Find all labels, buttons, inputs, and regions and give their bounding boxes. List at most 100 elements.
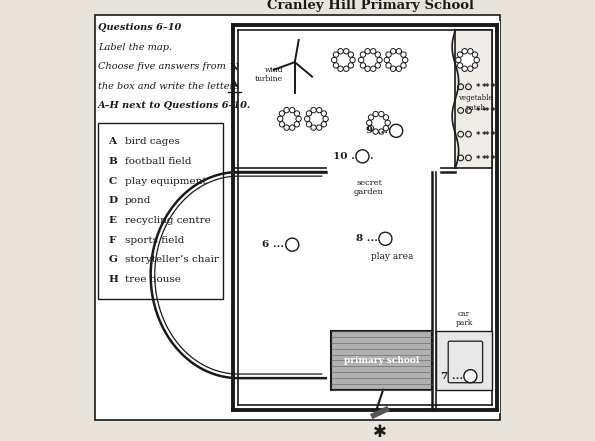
- Text: *: *: [475, 83, 480, 93]
- Text: storyteller’s chair: storyteller’s chair: [124, 255, 218, 264]
- FancyBboxPatch shape: [230, 21, 500, 414]
- Circle shape: [383, 126, 389, 131]
- Circle shape: [458, 51, 477, 69]
- Circle shape: [360, 52, 365, 57]
- Circle shape: [401, 63, 406, 68]
- Circle shape: [373, 112, 378, 117]
- Text: A: A: [108, 138, 116, 146]
- Circle shape: [306, 122, 312, 127]
- Circle shape: [458, 52, 463, 57]
- Text: E: E: [108, 216, 116, 225]
- Circle shape: [387, 51, 405, 69]
- Circle shape: [305, 116, 310, 122]
- Circle shape: [317, 108, 322, 113]
- Circle shape: [371, 49, 376, 54]
- Circle shape: [472, 52, 478, 57]
- Text: G: G: [108, 255, 117, 264]
- Circle shape: [390, 66, 396, 71]
- Text: *: *: [491, 83, 496, 93]
- Text: H: H: [108, 275, 118, 284]
- Circle shape: [284, 108, 289, 113]
- Text: A–H next to Questions 6–10.: A–H next to Questions 6–10.: [98, 101, 251, 111]
- Circle shape: [385, 120, 390, 126]
- Circle shape: [378, 129, 384, 134]
- FancyBboxPatch shape: [436, 331, 492, 390]
- Text: sports field: sports field: [124, 235, 184, 245]
- Text: *: *: [484, 131, 489, 140]
- Circle shape: [307, 110, 325, 128]
- Text: *: *: [482, 83, 487, 93]
- Text: Questions 6–10: Questions 6–10: [98, 23, 181, 32]
- Text: pond: pond: [124, 196, 151, 206]
- Text: C: C: [108, 177, 116, 186]
- Circle shape: [277, 116, 283, 122]
- Circle shape: [375, 63, 381, 68]
- Text: *: *: [475, 155, 480, 164]
- Circle shape: [390, 49, 396, 54]
- Circle shape: [474, 57, 480, 63]
- Circle shape: [290, 125, 295, 131]
- Circle shape: [386, 63, 392, 68]
- Circle shape: [331, 57, 337, 63]
- Circle shape: [360, 63, 365, 68]
- Circle shape: [472, 63, 478, 68]
- FancyBboxPatch shape: [98, 123, 223, 299]
- Text: 7 ......: 7 ......: [440, 372, 474, 381]
- Circle shape: [373, 129, 378, 134]
- Circle shape: [458, 63, 463, 68]
- Circle shape: [468, 66, 473, 71]
- Circle shape: [462, 49, 468, 54]
- Text: play area: play area: [371, 252, 413, 261]
- Text: Cranley Hill Primary School: Cranley Hill Primary School: [267, 0, 474, 12]
- Text: vegetable
patch: vegetable patch: [458, 94, 493, 112]
- Circle shape: [286, 238, 299, 251]
- Circle shape: [338, 49, 343, 54]
- Circle shape: [368, 126, 374, 131]
- Circle shape: [343, 66, 349, 71]
- Text: *: *: [482, 131, 487, 140]
- FancyBboxPatch shape: [95, 15, 500, 419]
- Text: football field: football field: [124, 157, 191, 166]
- FancyBboxPatch shape: [455, 30, 492, 168]
- Text: *: *: [475, 107, 480, 116]
- Circle shape: [365, 49, 370, 54]
- Text: ✱: ✱: [373, 423, 387, 441]
- Text: *: *: [484, 83, 489, 93]
- Circle shape: [396, 49, 402, 54]
- Circle shape: [456, 57, 461, 63]
- Circle shape: [378, 112, 384, 117]
- Text: bird cages: bird cages: [124, 138, 180, 146]
- Circle shape: [396, 66, 402, 71]
- Circle shape: [468, 49, 473, 54]
- Text: *: *: [491, 155, 496, 164]
- Circle shape: [279, 122, 284, 127]
- Circle shape: [402, 57, 408, 63]
- Circle shape: [367, 120, 372, 126]
- Text: 10 ......: 10 ......: [333, 152, 373, 161]
- Text: primary school: primary school: [345, 356, 419, 365]
- Circle shape: [375, 52, 381, 57]
- Text: B: B: [108, 157, 117, 166]
- Circle shape: [317, 125, 322, 131]
- Circle shape: [383, 115, 389, 120]
- Circle shape: [333, 63, 339, 68]
- Circle shape: [323, 116, 328, 122]
- Circle shape: [371, 66, 376, 71]
- Circle shape: [365, 66, 370, 71]
- Circle shape: [369, 114, 388, 132]
- Text: Label the map.: Label the map.: [98, 43, 172, 52]
- Circle shape: [333, 52, 339, 57]
- FancyBboxPatch shape: [448, 341, 483, 383]
- Text: play equipment: play equipment: [124, 177, 206, 186]
- Text: recycling centre: recycling centre: [124, 216, 210, 225]
- Circle shape: [280, 110, 299, 128]
- Circle shape: [294, 111, 299, 116]
- Text: D: D: [108, 196, 117, 206]
- Circle shape: [343, 49, 349, 54]
- Text: secret
garden: secret garden: [354, 179, 384, 196]
- Text: *: *: [491, 131, 496, 140]
- Circle shape: [384, 57, 390, 63]
- Circle shape: [348, 52, 353, 57]
- Text: F: F: [108, 235, 115, 245]
- Text: wind
turbine: wind turbine: [255, 66, 283, 83]
